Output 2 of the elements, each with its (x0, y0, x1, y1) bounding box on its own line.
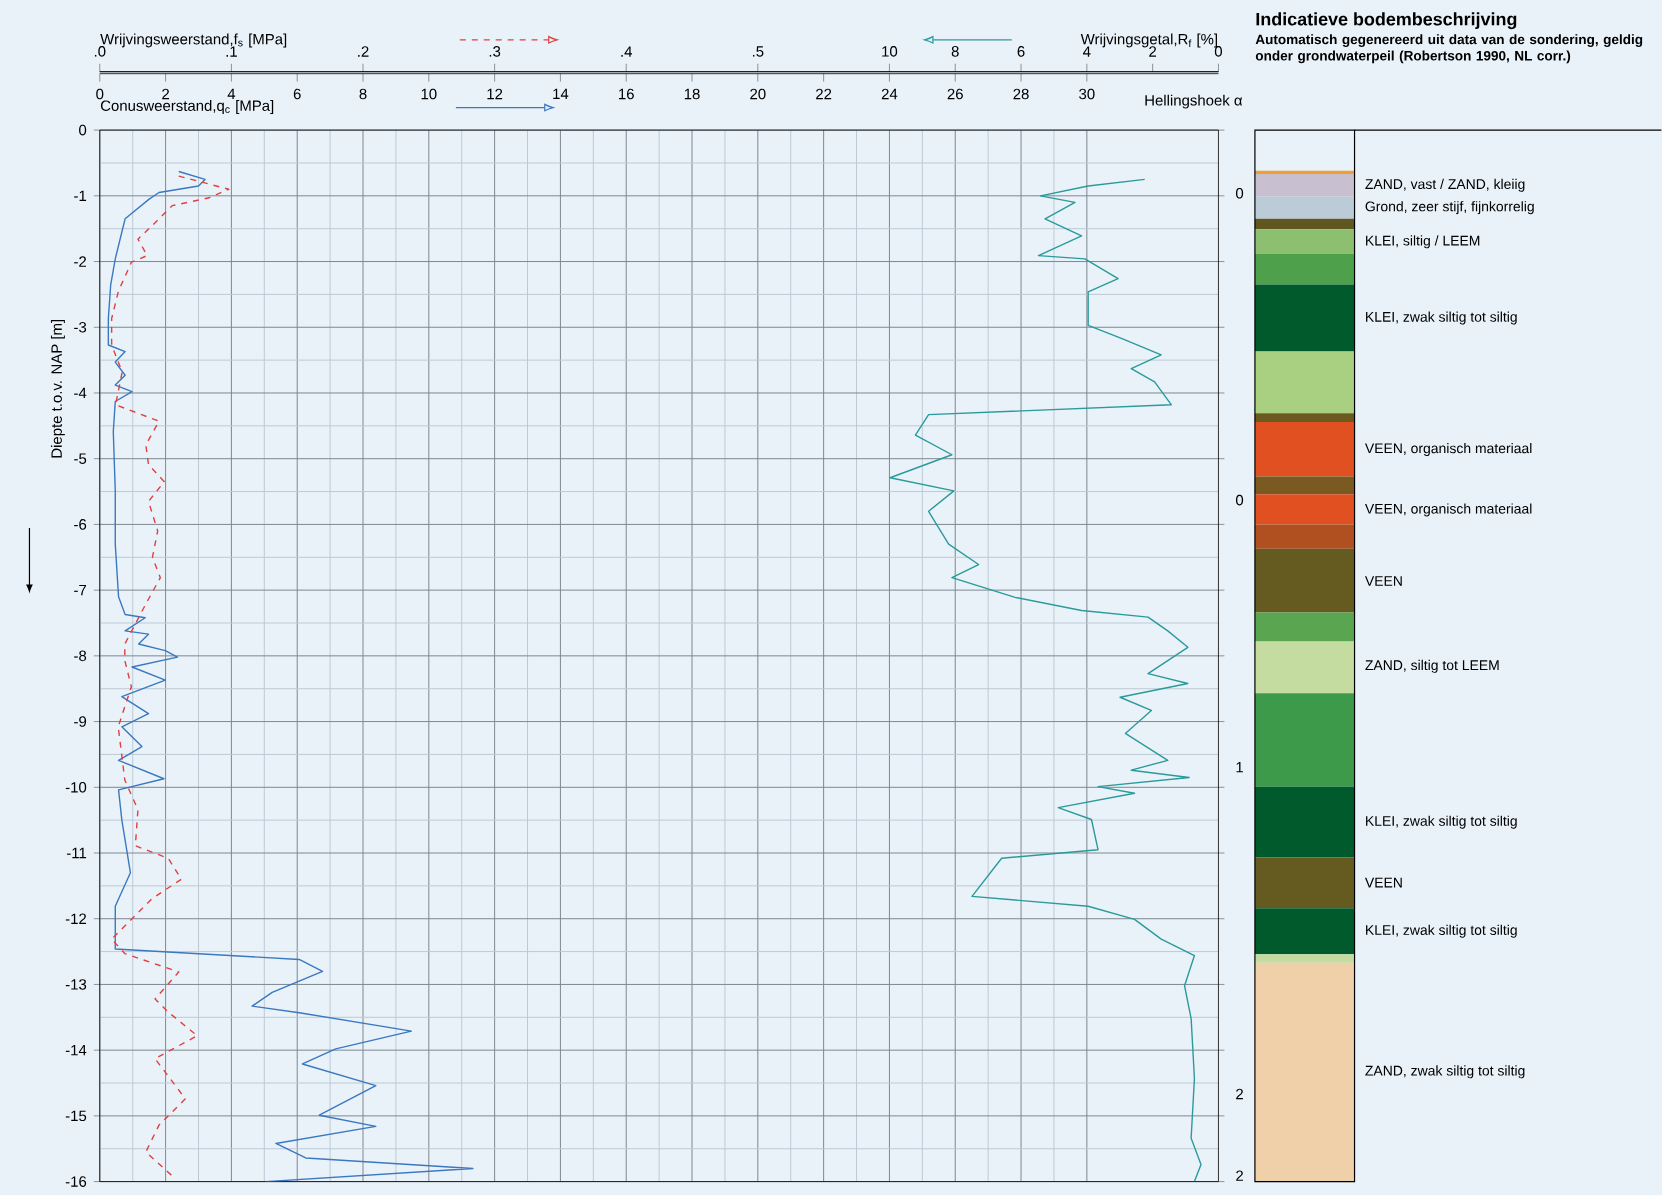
text: Indicatieve bodembeschrijving (1256, 12, 1517, 30)
line-series (107, 171, 474, 1182)
